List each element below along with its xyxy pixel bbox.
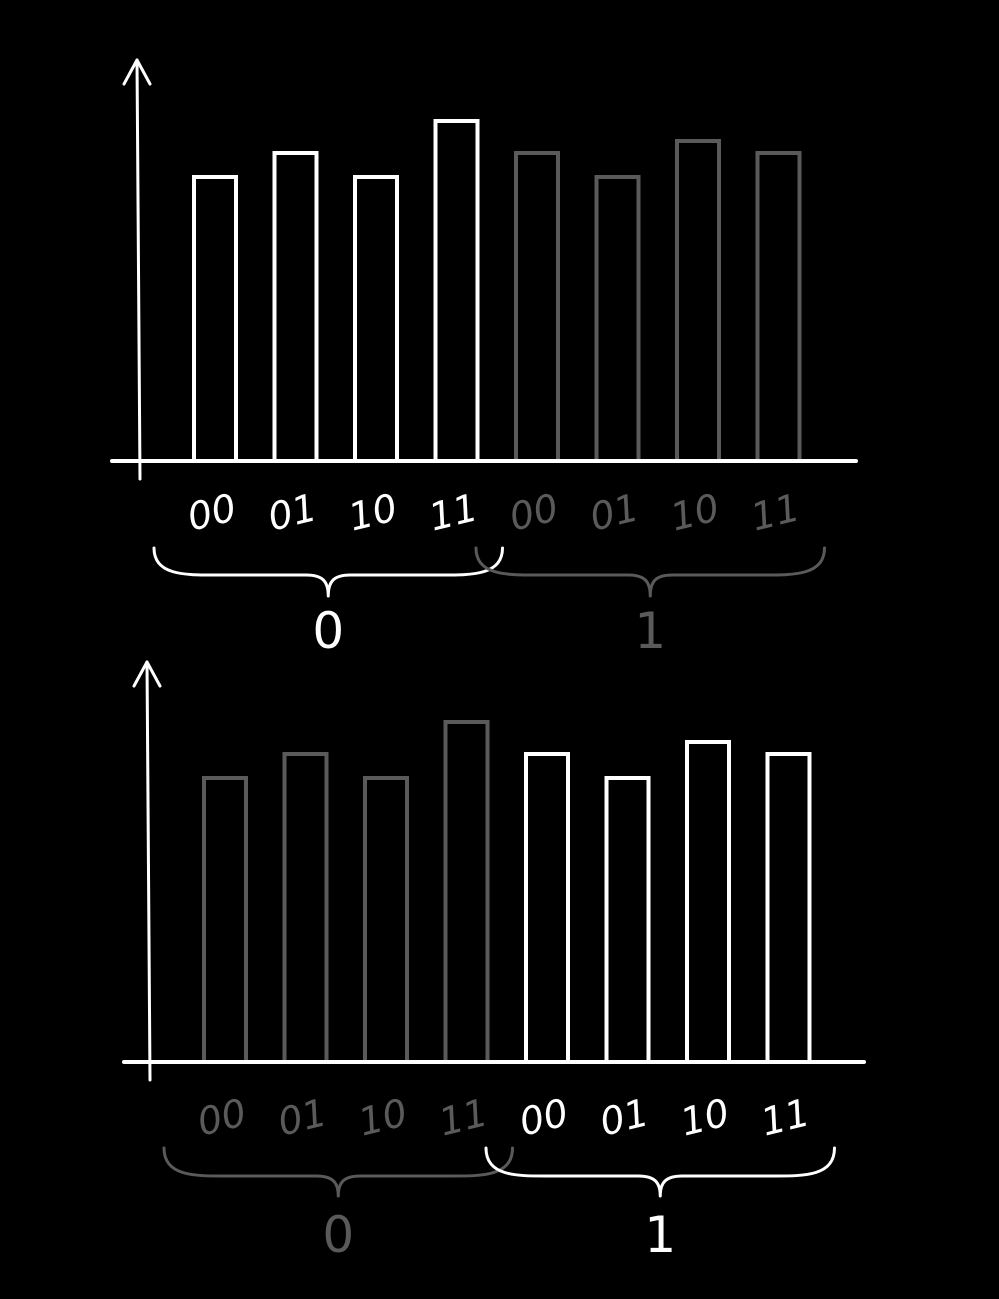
tick-label: 11 [425,485,483,539]
bar [202,776,248,1064]
y-axis [145,660,152,1082]
tick-label: 10 [344,485,402,539]
group-brace [484,1146,836,1198]
tick-label: 10 [666,485,724,539]
bar [755,151,802,463]
group-label: 1 [634,602,666,660]
tick-label: 00 [183,485,241,539]
tick-label: 01 [596,1090,654,1144]
bar [353,175,399,463]
group-label: 0 [322,1206,354,1264]
group-brace [152,546,504,598]
tick-label: 00 [193,1090,251,1144]
tick-label: 00 [505,485,563,539]
bar [272,151,319,463]
group-brace [474,546,826,598]
bar [514,151,560,463]
tick-label: 01 [586,485,644,539]
tick-label: 10 [354,1090,412,1144]
bar [433,119,480,463]
group-label: 0 [312,602,344,660]
bar-chart-top: 00 01 10 11 00 01 10 110 1 [110,58,858,660]
tick-label: 11 [747,485,805,539]
tick-label: 00 [515,1090,573,1144]
bar-chart-bottom: 00 01 10 11 00 01 10 110 1 [122,660,866,1264]
bar [363,776,409,1064]
tick-label: 10 [676,1090,734,1144]
bar [443,720,490,1064]
bar [765,752,812,1064]
y-axis-arrow-icon [122,58,152,86]
tick-label: 11 [435,1090,493,1144]
y-axis [135,58,142,481]
y-axis-arrow-icon [132,660,162,688]
bar [282,752,329,1064]
tick-label: 11 [757,1090,815,1144]
tick-label: 01 [264,485,322,539]
bar [685,740,731,1064]
group-brace [162,1146,514,1198]
bar [675,139,721,463]
bar [604,776,651,1064]
group-label: 1 [644,1206,676,1264]
tick-label: 01 [274,1090,332,1144]
bar [594,175,641,463]
bar [192,175,238,463]
bar [524,752,570,1064]
